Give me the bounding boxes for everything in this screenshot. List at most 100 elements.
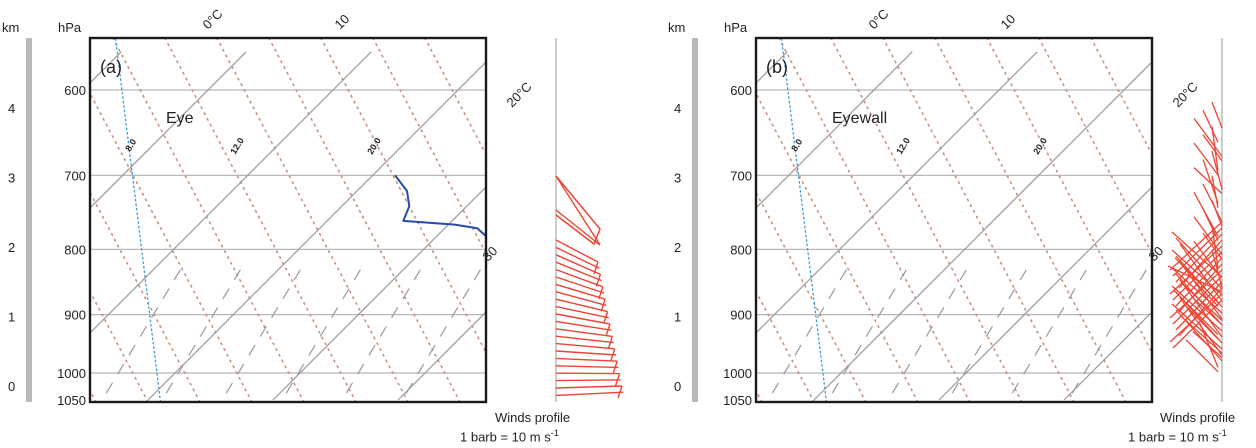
panel-b-wind-barb-low: [1171, 231, 1223, 278]
panel-a-dry-adiabat: [90, 388, 97, 402]
panel-a-wind-barb: [555, 276, 605, 294]
panel-b-dry-adiabat: [933, 38, 1127, 402]
panel-b-moist-adiabat: [826, 261, 912, 402]
panel-b-wind-barb: [1193, 118, 1223, 157]
panel-a-wind-barb: [555, 175, 601, 246]
panel-b-dry-adiabat: [777, 38, 971, 402]
panel-b-pressure-tick-label: 800: [730, 242, 752, 257]
panel-a-wind-barb: [555, 291, 607, 307]
panel-a-winds-profile-label: Winds profile: [495, 410, 571, 425]
panel-a-barb-label: 1 barb = 10 m s: [460, 429, 551, 445]
panel-a-pressure-tick-label: 1000: [57, 366, 86, 381]
panel-b-wind-barb: [1211, 200, 1223, 227]
panel-b-barb-units: 1 barb = 10 m s-1: [1128, 428, 1227, 444]
panel-a-plot-area: 8.0 12.0 20.0: [0, 2, 1161, 402]
panel-a-wind-barb: [555, 357, 618, 362]
panel-b-moist-adiabat: [886, 261, 972, 402]
panel-a-wind-barbs: [555, 175, 624, 399]
panel-a-wind-barb: [555, 365, 619, 369]
panel-b-dry-adiabat: [344, 2, 554, 402]
panel-b-isotherm: [938, 186, 1152, 401]
panel-a-isotherm: [272, 186, 486, 401]
panel-a-wind-barb: [555, 239, 599, 263]
panel-a-km-tick-label: 3: [8, 171, 15, 186]
panel-b-km-tick-label: 0: [674, 379, 681, 394]
panel-b-wind-barb: [1185, 339, 1219, 373]
panel-a-barb-units: 1 barb = 10 m s-1: [460, 428, 559, 444]
panel-b-barb-label: 1 barb = 10 m s: [1128, 429, 1219, 445]
panel-b-isotherm: [756, 51, 913, 209]
panel-a-moist-adiabat: [160, 261, 246, 402]
panel-a-wind-barb: [555, 328, 613, 338]
panel-a-isotherm: [90, 51, 122, 84]
panel-b-wind-barb: [1211, 151, 1223, 190]
panel-a-wind-barb-upper: [555, 175, 601, 246]
panel-a-dry-adiabat: [267, 38, 461, 402]
panel-a-pressure-tick-label: 900: [64, 308, 86, 323]
panel-b-moist-adiabat: [1066, 261, 1152, 402]
panel-a-mixing-ratio-label: 8.0: [123, 137, 138, 153]
panel-a-pressure-tick-label: 800: [64, 242, 86, 257]
panel-a-wind-barb: [555, 209, 601, 246]
panel-b-pressure-tick-label: 700: [730, 168, 752, 183]
panel-b-isotherm: [64, 52, 412, 400]
panel-b-dry-adiabat: [240, 2, 450, 402]
panel-a-isotherm-label: 0°C: [200, 6, 226, 32]
panel-a-moist-adiabat: [280, 261, 366, 402]
panel-a-wind-barb: [555, 385, 623, 389]
panel-a-km-axis-label: km: [2, 20, 19, 35]
panel-b-wind-barb-low: [1179, 297, 1223, 356]
panel-b-wind-barb: [1211, 126, 1219, 171]
panel-b-wind-barb-cross: [1175, 281, 1223, 331]
panel-a-moist-adiabat: [340, 261, 426, 402]
panel-b-km-tick-label: 1: [674, 310, 681, 325]
panel-a-barb-superscript: -1: [550, 428, 559, 438]
panel-b-wind-barb: [1202, 109, 1219, 143]
panel-a-isotherm-label: 10: [332, 11, 353, 32]
panel-a-isotherm: [648, 52, 996, 400]
panel-a-wind-barb: [555, 298, 608, 313]
panel-b-pressure-tick-label: 1050: [723, 393, 752, 408]
panel-a-km-tick-label: 2: [8, 240, 15, 255]
panel-a-wind-barb: [555, 350, 617, 356]
panel-a-isotherm: [397, 311, 486, 401]
panel-b-winds-profile-label: Winds profile: [1160, 410, 1236, 425]
panel-b-mixing-ratio-line: [780, 38, 828, 402]
panel-b-wind-barbs: [1167, 101, 1223, 373]
panel-a-km-tick-label: 4: [8, 101, 15, 116]
panel-b-km-tick-label: 4: [674, 101, 681, 116]
panel-b-dry-adiabat: [985, 38, 1152, 355]
panel-a-mixing-ratio-label: 20.0: [365, 136, 383, 156]
panel-a-mixing-ratio-line: [114, 38, 162, 402]
panel-b-wind-barb-cross: [1172, 299, 1223, 349]
panel-a-dry-adiabat: [163, 38, 357, 402]
panel-b-annotation-label: Eyewall: [832, 110, 887, 127]
panel-a-wind-barb: [555, 320, 612, 331]
panel-a-km-tick-label: 0: [8, 379, 15, 394]
panel-b-wind-barb-low: [1175, 273, 1223, 326]
panel-b-dry-adiabat: [1089, 38, 1152, 157]
panel-b-wind-barb-cross: [1169, 221, 1223, 271]
panel-b-isotherm-label: 10: [998, 11, 1019, 32]
panel-b-pressure-tick-label: 900: [730, 308, 752, 323]
panel-b-wind-barb-low: [1175, 237, 1223, 290]
panel-b-wind-barb-low: [1179, 279, 1223, 338]
panel-b-wind-barb-low: [1175, 309, 1223, 362]
panel-b-isotherm: [756, 51, 788, 84]
panel-a-wind-barb: [555, 254, 601, 276]
panel-b-wind-barb-low: [1171, 249, 1223, 296]
panel-a-pressure-tick-label: 700: [64, 168, 86, 183]
panel-a-wind-barb: [555, 342, 615, 350]
panel-b-dry-adiabat: [756, 190, 867, 402]
panel-a-wind-barb: [555, 305, 609, 319]
panel-b-isotherm-label: 0°C: [866, 6, 892, 32]
panel-a-wind-barb: [555, 391, 624, 397]
panel-a-dry-adiabat: [423, 38, 486, 157]
panel-b-mixing-ratio-label: 8.0: [789, 137, 804, 153]
panel-b-pressure-tick-label: 600: [730, 83, 752, 98]
panel-a-dry-adiabat: [0, 2, 44, 402]
panel-b-wind-barb-cross: [1169, 245, 1223, 295]
panel-b-dry-adiabat: [756, 388, 763, 402]
panel-a-mixing-ratio-line: [1116, 38, 1161, 402]
